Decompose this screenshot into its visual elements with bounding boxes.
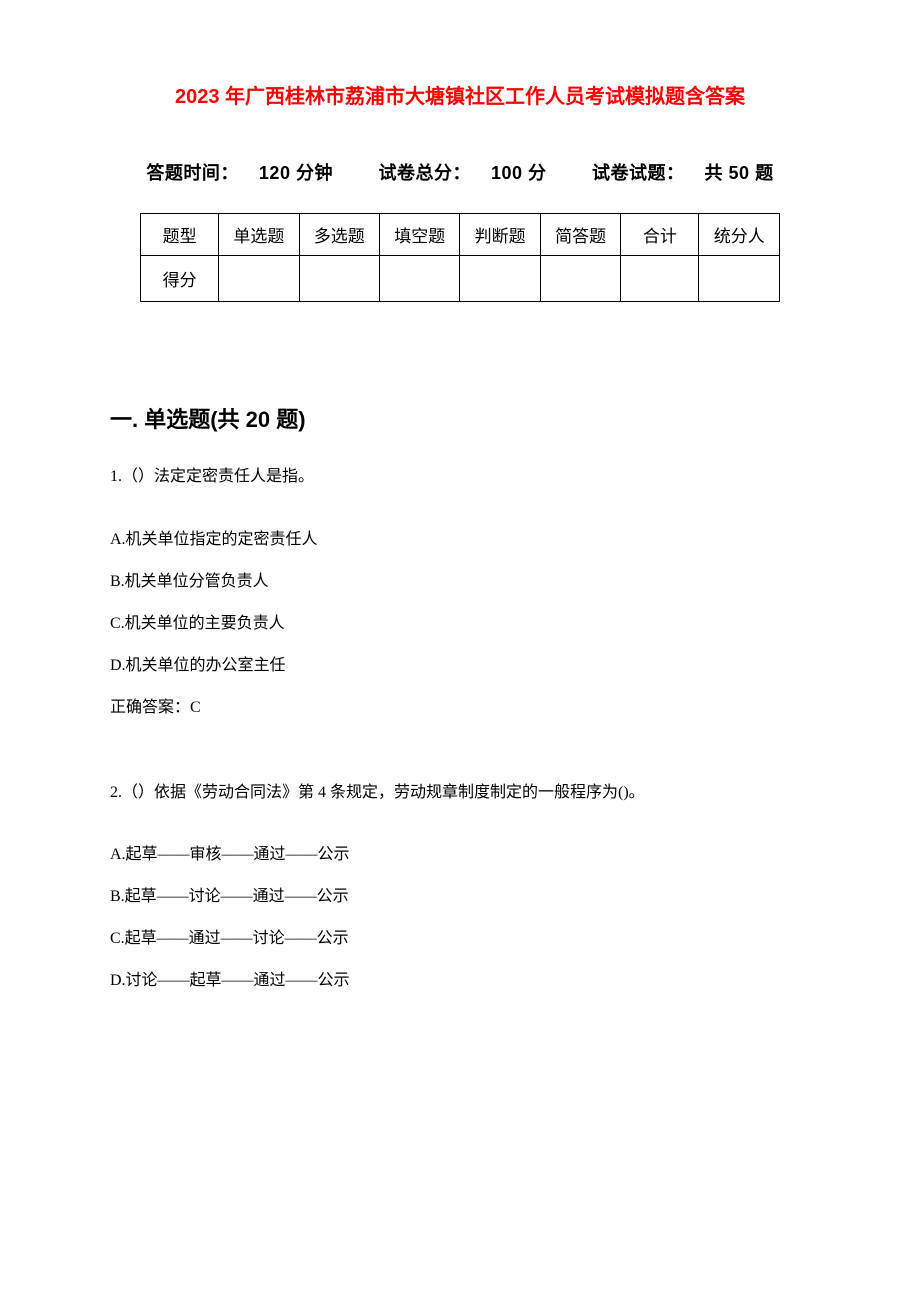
question-2: 2.（）依据《劳动合同法》第 4 条规定，劳动规章制度制定的一般程序为()。 A… xyxy=(110,780,810,994)
count-segment: 试卷试题： 共 50 题 xyxy=(582,163,784,183)
total-value: 100 分 xyxy=(491,163,547,183)
time-segment: 答题时间： 120 分钟 xyxy=(136,163,343,183)
question-1: 1.（）法定定密责任人是指。 A.机关单位指定的定密责任人 B.机关单位分管负责… xyxy=(110,464,810,720)
score-cell xyxy=(219,256,299,302)
total-segment: 试卷总分： 100 分 xyxy=(368,163,556,183)
question-stem: 1.（）法定定密责任人是指。 xyxy=(110,464,810,490)
option-c: C.机关单位的主要负责人 xyxy=(110,612,810,636)
score-cell xyxy=(621,256,699,302)
total-label: 试卷总分： xyxy=(378,163,471,183)
header-col: 填空题 xyxy=(380,214,460,256)
header-col: 判断题 xyxy=(460,214,540,256)
option-b: B.机关单位分管负责人 xyxy=(110,570,810,594)
count-label: 试卷试题： xyxy=(592,163,685,183)
score-cell xyxy=(460,256,540,302)
option-c: C.起草——通过——讨论——公示 xyxy=(110,927,810,951)
option-d: D.机关单位的办公室主任 xyxy=(110,654,810,678)
option-a: A.起草——审核——通过——公示 xyxy=(110,843,810,867)
question-answer: 正确答案：C xyxy=(110,696,810,720)
option-b: B.起草——讨论——通过——公示 xyxy=(110,885,810,909)
score-cell xyxy=(299,256,379,302)
score-cell xyxy=(380,256,460,302)
header-col: 合计 xyxy=(621,214,699,256)
header-col: 统分人 xyxy=(699,214,780,256)
exam-meta: 答题时间： 120 分钟 试卷总分： 100 分 试卷试题： 共 50 题 xyxy=(110,159,810,185)
document-title: 2023 年广西桂林市荔浦市大塘镇社区工作人员考试模拟题含答案 xyxy=(110,80,810,109)
option-a: A.机关单位指定的定密责任人 xyxy=(110,528,810,552)
question-stem: 2.（）依据《劳动合同法》第 4 条规定，劳动规章制度制定的一般程序为()。 xyxy=(110,780,810,806)
section-1-heading: 一. 单选题(共 20 题) xyxy=(110,402,810,434)
table-score-row: 得分 xyxy=(141,256,780,302)
option-d: D.讨论——起草——通过——公示 xyxy=(110,969,810,993)
score-row-label: 得分 xyxy=(141,256,219,302)
time-label: 答题时间： xyxy=(146,163,239,183)
header-col: 单选题 xyxy=(219,214,299,256)
score-cell xyxy=(540,256,620,302)
header-type-label: 题型 xyxy=(141,214,219,256)
header-col: 简答题 xyxy=(540,214,620,256)
score-table: 题型 单选题 多选题 填空题 判断题 简答题 合计 统分人 得分 xyxy=(140,213,780,302)
score-cell xyxy=(699,256,780,302)
time-value: 120 分钟 xyxy=(259,163,333,183)
count-value: 共 50 题 xyxy=(705,163,774,183)
table-header-row: 题型 单选题 多选题 填空题 判断题 简答题 合计 统分人 xyxy=(141,214,780,256)
header-col: 多选题 xyxy=(299,214,379,256)
